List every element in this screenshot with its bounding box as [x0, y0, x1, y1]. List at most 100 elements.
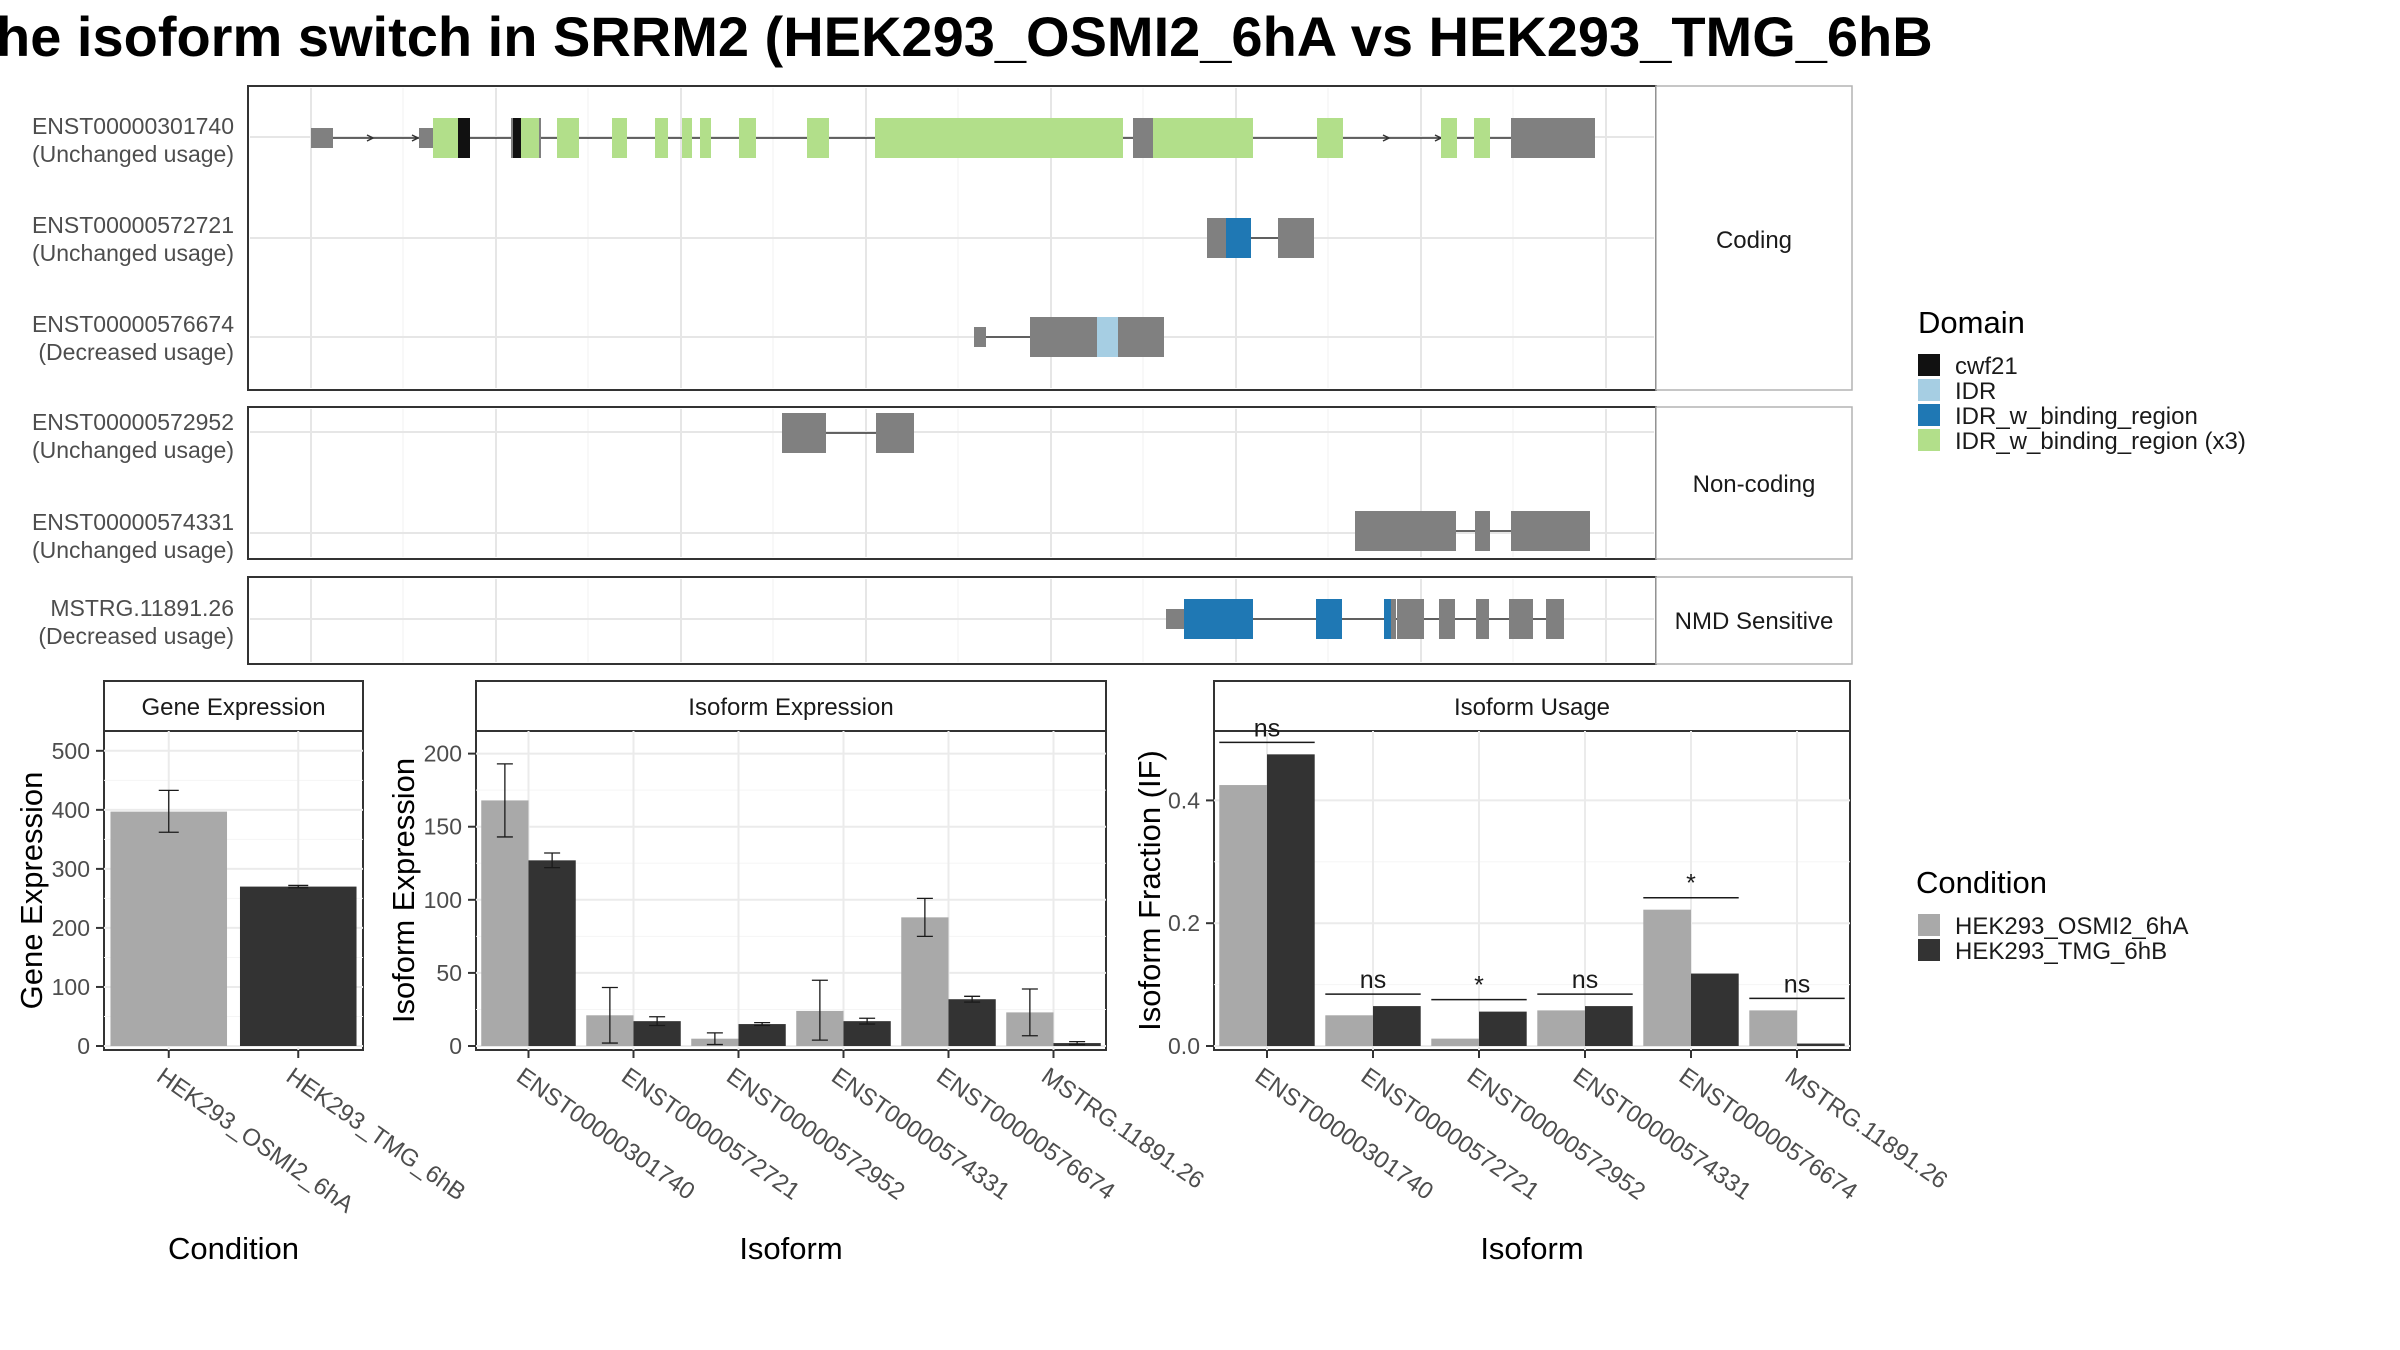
figure-title: he isoform switch in SRRM2 (HEK293_OSMI2…	[0, 5, 1933, 68]
x-tick-label: ENST00000301740	[1250, 1063, 1438, 1206]
domain-block	[1153, 118, 1253, 158]
condition-legend-title: Condition	[1916, 865, 2047, 900]
domain-block	[655, 118, 668, 158]
strip-noncoding-label: Non-coding	[1693, 471, 1816, 498]
x-axis-title: Condition	[168, 1231, 299, 1266]
x-axis-title: Isoform	[739, 1231, 842, 1266]
domain-block	[682, 118, 692, 158]
y-tick-label: 500	[52, 738, 90, 764]
y-tick-label: 150	[424, 814, 462, 840]
exon-block	[876, 413, 914, 453]
y-axis-title: Isoform Fraction (IF)	[1132, 750, 1167, 1031]
x-tick-label: ENST00000576674	[931, 1063, 1119, 1206]
exon-block	[1030, 317, 1097, 357]
condition-legend: Condition HEK293_OSMI2_6hA HEK293_TMG_6h…	[1916, 865, 2188, 965]
y-tick-label: 0.4	[1168, 787, 1200, 813]
exon-block	[419, 128, 433, 148]
strip-noncoding	[1655, 406, 1853, 560]
domain-block	[557, 118, 579, 158]
y-tick-label: 50	[436, 960, 462, 986]
y-axis-title: Isoform Expression	[386, 758, 421, 1023]
domain-block	[612, 118, 627, 158]
bar	[1749, 1010, 1797, 1046]
y-tick-label: 0.2	[1168, 910, 1200, 936]
transcript-structure-plot: Coding Non-coding NMD Sensitive ENST0000…	[32, 85, 1853, 665]
y-tick-label: 0	[77, 1033, 90, 1059]
bar	[1691, 973, 1739, 1046]
exon-block	[1133, 118, 1153, 158]
legend-label: cwf21	[1955, 353, 2018, 380]
significance-label: ns	[1360, 966, 1386, 994]
strip-coding-label: Coding	[1716, 227, 1792, 254]
x-tick-label: ENST00000572721	[616, 1063, 804, 1206]
legend-swatch-idr-binding-x3	[1918, 429, 1940, 451]
significance-label: ns	[1254, 714, 1280, 742]
error-bar	[964, 995, 981, 1003]
exon-block	[1397, 599, 1424, 639]
tx-label-usage: (Unchanged usage)	[32, 141, 234, 167]
strand-arrow	[411, 134, 420, 142]
domain-block	[458, 118, 470, 158]
exon-block	[1515, 118, 1595, 158]
exon-block	[1546, 599, 1564, 639]
exon-block	[1509, 599, 1533, 639]
chart-panel	[475, 730, 1107, 1051]
transcript-grid	[250, 88, 1654, 662]
domain-block	[521, 118, 539, 158]
bar	[1537, 1010, 1585, 1046]
domain-block	[433, 118, 458, 158]
bar	[843, 1021, 891, 1046]
y-tick-label: 400	[52, 797, 90, 823]
bar-charts: Gene Expression0100200300400500HEK293_OS…	[14, 680, 1952, 1266]
domain-block	[807, 118, 829, 158]
exon-block	[1207, 218, 1227, 258]
bar	[1219, 785, 1267, 1046]
legend-label: IDR_w_binding_region (x3)	[1955, 428, 2246, 455]
error-bar	[916, 897, 933, 938]
chart-strip	[475, 680, 1107, 732]
tx-label-usage: (Unchanged usage)	[32, 537, 234, 563]
bar	[1585, 1006, 1633, 1046]
tx-label-id: ENST00000572721	[32, 212, 234, 238]
domain-block	[1317, 118, 1343, 158]
bar	[110, 811, 228, 1046]
error-bar	[754, 1021, 771, 1027]
error-bar	[601, 986, 618, 1044]
exon-block	[1391, 599, 1396, 639]
strand-arrow	[366, 134, 375, 142]
legend-label: HEK293_OSMI2_6hA	[1955, 913, 2188, 940]
bar	[901, 917, 949, 1046]
domain-block	[875, 118, 1123, 158]
bar	[948, 999, 996, 1046]
exon-block	[1278, 218, 1314, 258]
tx-label-id: ENST00000572952	[32, 409, 234, 435]
x-tick-label: ENST00000572952	[1462, 1063, 1650, 1206]
tx-label-id: ENST00000301740	[32, 113, 234, 139]
y-tick-label: 200	[424, 741, 462, 767]
domain-block	[1226, 218, 1251, 258]
x-tick-label: ENST00000576674	[1674, 1063, 1862, 1206]
x-tick-label: ENST00000301740	[511, 1063, 699, 1206]
bar	[1373, 1006, 1421, 1046]
strip-nmd-label: NMD Sensitive	[1675, 608, 1834, 635]
bar	[1479, 1011, 1527, 1046]
bar	[1325, 1015, 1373, 1046]
tx-label-usage: (Decreased usage)	[38, 339, 234, 365]
error-bar	[706, 1032, 723, 1046]
error-bar	[811, 979, 828, 1041]
legend-swatch-cond-b	[1918, 939, 1940, 961]
tx-label-id: ENST00000576674	[32, 311, 234, 337]
chart-title: Isoform Expression	[688, 694, 893, 721]
bar	[1797, 1043, 1845, 1046]
y-tick-label: 300	[52, 856, 90, 882]
strand-arrow	[1382, 134, 1391, 142]
domain-block	[513, 118, 521, 158]
exon-block	[1476, 599, 1489, 639]
legend-label: IDR	[1955, 378, 1996, 405]
strip-coding	[1655, 85, 1853, 391]
y-tick-label: 100	[52, 974, 90, 1000]
domain-block	[739, 118, 756, 158]
tx-label-usage: (Unchanged usage)	[32, 437, 234, 463]
legend-swatch-idr-binding	[1918, 404, 1940, 426]
x-tick-label: ENST00000574331	[826, 1063, 1014, 1206]
